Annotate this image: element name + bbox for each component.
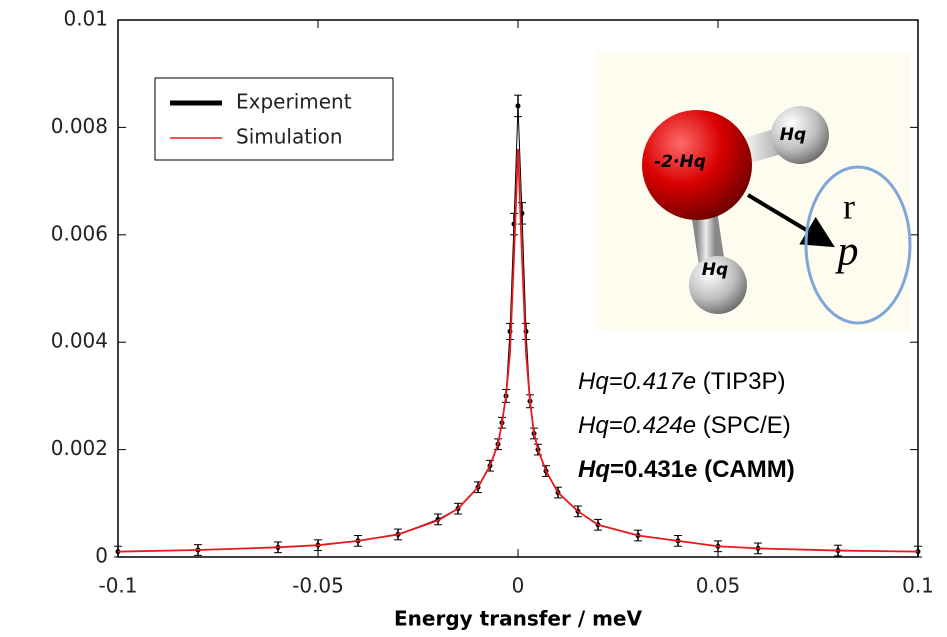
y-tick-label: 0.01 [63, 7, 108, 31]
y-tick-label: 0 [95, 544, 108, 568]
inset: Hq -2·Hq Hq rp [597, 52, 910, 330]
y-tick-label: 0.006 [51, 221, 108, 245]
charge-label: Hq=0.431e (CAMM) [578, 456, 795, 483]
vector-label: p [835, 229, 859, 275]
charge-model: Hq=0.424e [578, 412, 703, 439]
atom-label: Hq [780, 125, 806, 145]
charge-model: Hq=0.417e [578, 368, 703, 395]
atom-label: Hq [702, 260, 728, 280]
x-tick-label: -0.1 [98, 574, 137, 598]
charge-source: =0.431e (CAMM) [610, 456, 795, 483]
legend-label: Simulation [236, 125, 343, 149]
y-tick-label: 0.004 [51, 329, 108, 353]
charge-label: Hq=0.424e (SPC/E) [578, 412, 791, 439]
chart: Energy transfer / meV -0.1 -0.05 0 0.05 0.1 0… [0, 0, 947, 637]
charge-source: (SPC/E) [703, 412, 791, 439]
x-tick-label: -0.05 [292, 574, 344, 598]
legend-label: Experiment [236, 90, 352, 114]
y-tick-label: 0.002 [51, 436, 108, 460]
x-axis-label: Energy transfer / meV [394, 607, 642, 631]
charge-source: (TIP3P) [703, 368, 786, 395]
charge-model: Hq [578, 456, 610, 483]
inset-background [597, 52, 910, 330]
charge-label: Hq=0.417e (TIP3P) [578, 368, 785, 395]
x-tick-label: 0.1 [902, 574, 934, 598]
vector-label: r [843, 186, 855, 226]
atom-label: -2·Hq [654, 152, 706, 172]
x-tick-label: 0.05 [696, 574, 741, 598]
y-tick-label: 0.008 [51, 114, 108, 138]
x-tick-label: 0 [512, 574, 525, 598]
